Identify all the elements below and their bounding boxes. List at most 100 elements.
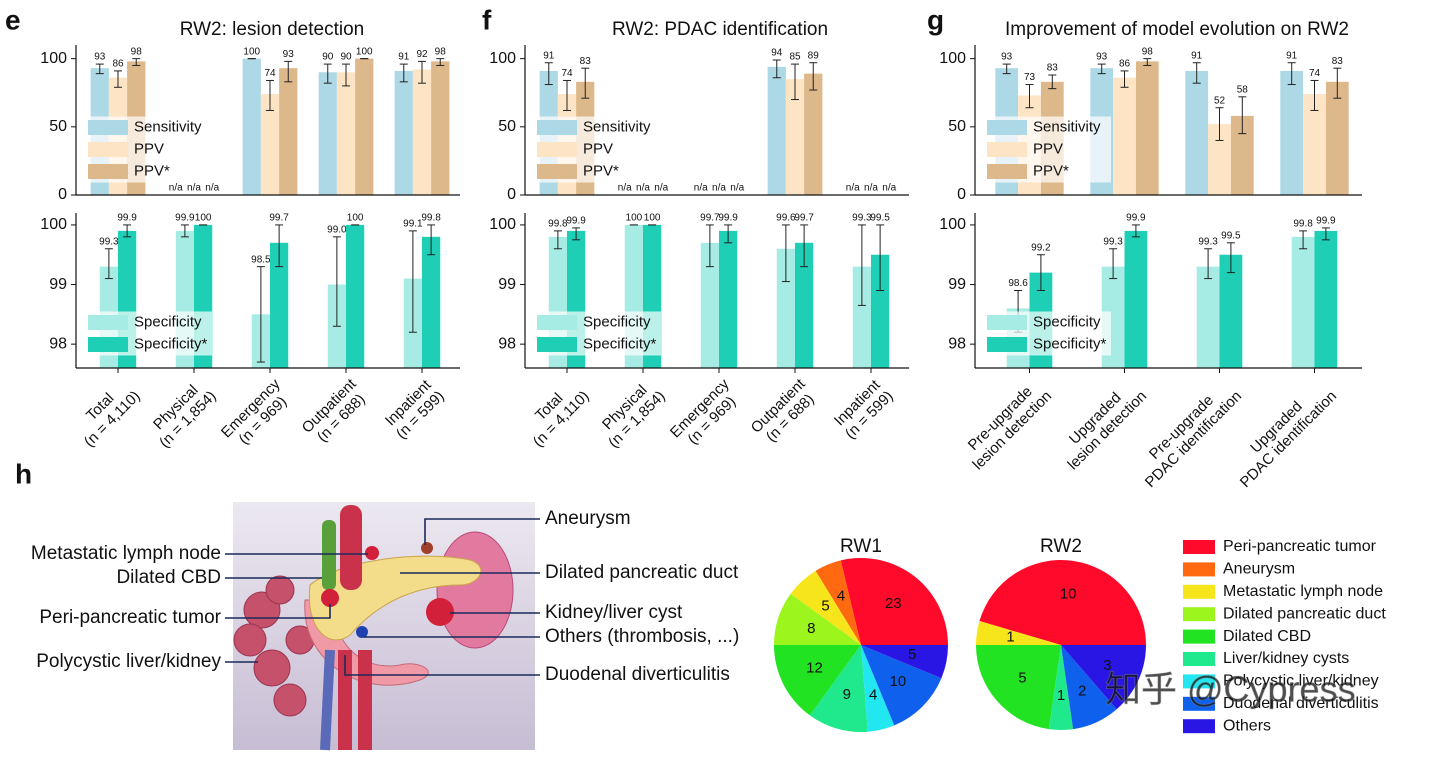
- value-label: 83: [1047, 63, 1059, 74]
- value-label: 99.2: [1031, 242, 1051, 253]
- y-tick-label: 100: [40, 50, 67, 67]
- error-bar: [553, 230, 562, 250]
- bar: [242, 58, 261, 195]
- value-label: 89: [808, 50, 820, 61]
- pie-title: RW2: [1040, 536, 1082, 557]
- value-label: 100: [356, 46, 373, 57]
- bar: [1124, 230, 1148, 368]
- legend-label: Metastatic lymph node: [1223, 583, 1383, 600]
- slice-label: 2: [1078, 682, 1086, 699]
- value-label: 99.0: [327, 224, 347, 235]
- value-label: 98: [1142, 46, 1154, 57]
- error-bar: [876, 224, 885, 291]
- slice-label: 10: [890, 673, 907, 690]
- error-bar: [275, 224, 284, 268]
- bar: [336, 72, 356, 195]
- legend-swatch: [1183, 696, 1215, 711]
- x-tick-label: Outpatient(n = 688): [299, 375, 369, 445]
- slice-label: 10: [1060, 585, 1077, 602]
- legend-label: PPV*: [1033, 162, 1069, 179]
- error-bar: [1143, 58, 1152, 66]
- legend-label: Sensitivity: [134, 118, 202, 135]
- legend-label: PPV: [583, 140, 613, 157]
- legend-swatch: [987, 337, 1027, 352]
- value-label: 98.6: [1008, 278, 1028, 289]
- panel-letter: e: [5, 4, 21, 35]
- bar: [1280, 70, 1304, 195]
- legend-label: PPV*: [134, 162, 170, 179]
- bar: [804, 73, 823, 195]
- value-label: 99.3: [1103, 236, 1123, 247]
- bar: [270, 242, 289, 368]
- error-bar: [323, 63, 332, 84]
- illustration-label: Kidney/liver cyst: [545, 602, 683, 623]
- y-tick-label: 99: [49, 276, 67, 293]
- legend-label: PPV: [1033, 140, 1063, 157]
- value-label: 99.3: [852, 213, 872, 224]
- bar: [795, 242, 814, 368]
- error-bar: [791, 63, 799, 101]
- pie-title: RW1: [840, 536, 882, 557]
- slice-label: 9: [843, 686, 851, 703]
- error-bar: [781, 224, 790, 283]
- error-bar: [1204, 248, 1213, 280]
- error-bar: [408, 230, 417, 333]
- legend-swatch: [1183, 607, 1215, 622]
- y-tick-label: 0: [957, 186, 966, 203]
- value-label: 91: [398, 52, 410, 63]
- pie-slice: [976, 621, 1061, 645]
- value-label: n/a: [169, 183, 183, 194]
- value-label: n/a: [694, 183, 708, 194]
- value-label: 52: [1214, 95, 1226, 106]
- y-tick-label: 100: [489, 50, 516, 67]
- y-tick-label: 99: [948, 276, 966, 293]
- legend-label: Specificity*: [134, 335, 208, 352]
- panel-letter: g: [927, 4, 944, 35]
- value-label: 90: [322, 52, 334, 63]
- value-label: 98: [131, 46, 143, 57]
- legend-swatch: [1183, 584, 1215, 599]
- bar: [785, 79, 805, 195]
- illustration-label: Polycystic liver/kidney: [36, 651, 221, 672]
- value-label: 99.7: [700, 213, 720, 224]
- error-bar: [1238, 96, 1247, 135]
- slice-label: 12: [806, 660, 823, 677]
- bar: [700, 242, 719, 368]
- value-label: 93: [1096, 52, 1108, 63]
- pie-slice: [861, 645, 895, 732]
- error-bar: [342, 63, 350, 87]
- error-bar: [857, 224, 866, 306]
- pie-slice: [861, 645, 942, 726]
- error-bar: [427, 224, 436, 256]
- bar: [1314, 230, 1338, 368]
- value-label: 99.5: [1221, 230, 1241, 241]
- value-label: n/a: [636, 183, 650, 194]
- bar: [412, 69, 432, 195]
- value-label: 83: [580, 56, 592, 67]
- legend-label: Sensitivity: [583, 118, 651, 135]
- value-label: 74: [561, 68, 573, 79]
- value-label: 99.3: [99, 236, 119, 247]
- error-bar: [563, 79, 571, 111]
- bar: [1185, 70, 1209, 195]
- error-bar: [104, 248, 113, 280]
- value-label: 86: [1119, 59, 1131, 70]
- value-label: 99.5: [870, 213, 890, 224]
- value-label: 99.6: [776, 213, 796, 224]
- value-label: 100: [243, 46, 260, 57]
- bar: [355, 58, 374, 195]
- y-tick-label: 99: [498, 276, 516, 293]
- legend-swatch: [88, 164, 128, 179]
- panel-title: RW2: PDAC identification: [612, 19, 828, 40]
- pie-slice: [979, 560, 1146, 645]
- bar: [719, 230, 738, 368]
- value-label: 99.9: [566, 216, 586, 227]
- legend-swatch: [1183, 562, 1215, 577]
- value-label: 99.9: [175, 213, 195, 224]
- error-bar: [266, 79, 274, 111]
- slice-label: 5: [908, 646, 916, 663]
- error-bar: [123, 224, 132, 238]
